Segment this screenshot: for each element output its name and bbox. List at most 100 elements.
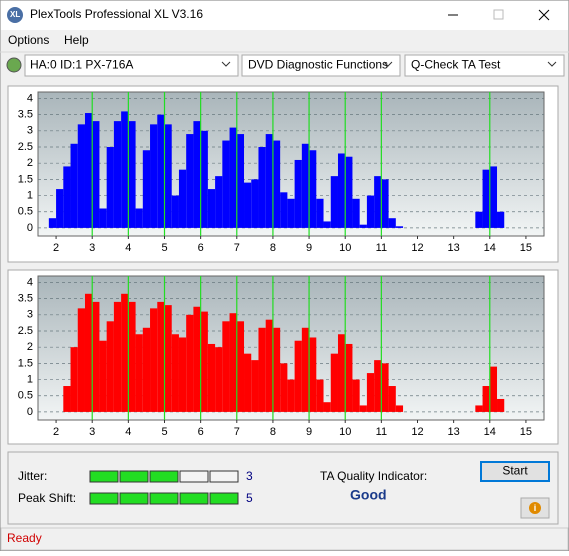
bar <box>366 195 375 228</box>
bar <box>215 347 223 412</box>
bar <box>229 127 237 228</box>
bar <box>352 198 360 228</box>
bar <box>77 308 85 412</box>
x-tick-label: 9 <box>306 426 312 438</box>
bar <box>337 334 346 412</box>
bar <box>345 343 353 412</box>
x-tick-label: 11 <box>376 242 387 254</box>
bar <box>113 301 122 412</box>
level-segment-filled <box>209 492 239 505</box>
bar <box>366 373 375 412</box>
bar <box>352 379 360 412</box>
bar <box>193 121 201 228</box>
test-text: Q-Check TA Test <box>411 58 501 72</box>
bar <box>200 130 208 228</box>
level-segment-filled <box>149 492 179 505</box>
bar <box>222 321 230 412</box>
bar <box>258 327 266 412</box>
bar <box>56 189 64 228</box>
bar <box>207 189 216 228</box>
x-tick-label: 11 <box>376 426 387 438</box>
x-tick-label: 12 <box>411 426 423 438</box>
bar <box>106 321 114 412</box>
bar <box>489 166 498 228</box>
bar <box>374 176 382 228</box>
x-tick-label: 15 <box>520 242 532 254</box>
info-icon <box>529 502 541 514</box>
drive-icon <box>6 57 22 73</box>
bar <box>92 301 100 412</box>
bar <box>106 147 114 228</box>
bar <box>222 140 230 228</box>
status-text: Ready <box>7 531 42 545</box>
y-tick-label: 2.5 <box>18 141 33 153</box>
function-dropdown[interactable] <box>241 54 401 77</box>
level-segment-filled <box>89 492 119 505</box>
menu-item[interactable]: Help <box>64 33 89 47</box>
x-tick-label: 5 <box>161 242 167 254</box>
bar <box>193 306 201 412</box>
bar <box>309 337 317 412</box>
bar <box>475 405 483 412</box>
x-tick-label: 10 <box>339 242 351 254</box>
menu-item[interactable]: Options <box>8 33 49 47</box>
window-title: PlexTools Professional XL V3.16 <box>30 7 203 21</box>
level-segment-filled <box>149 470 179 483</box>
bar <box>142 150 151 228</box>
dropdown-arrow <box>221 61 231 67</box>
maximize-button[interactable] <box>493 9 504 20</box>
bar <box>128 121 136 228</box>
bar <box>150 124 158 228</box>
close-button[interactable] <box>538 9 550 21</box>
x-tick-label: 13 <box>448 426 460 438</box>
bar <box>70 143 78 228</box>
y-tick-label: 4 <box>27 92 33 104</box>
start-label: Start <box>502 464 528 478</box>
y-tick-label: 1.5 <box>18 357 33 369</box>
bar <box>475 211 483 228</box>
bar <box>388 218 396 228</box>
x-tick-label: 9 <box>306 242 312 254</box>
bar <box>236 321 245 412</box>
level-segment-filled <box>119 492 149 505</box>
bar <box>84 113 93 228</box>
level-segment-empty <box>209 470 239 483</box>
drive-dropdown[interactable] <box>24 54 239 77</box>
bar <box>70 347 78 412</box>
y-tick-label: 0 <box>27 222 33 234</box>
x-tick-label: 8 <box>270 242 276 254</box>
x-tick-label: 5 <box>161 426 167 438</box>
bar <box>171 334 179 412</box>
start-button[interactable] <box>480 461 550 482</box>
bar <box>236 134 245 228</box>
bar <box>229 313 237 412</box>
y-tick-label: 3 <box>27 309 33 321</box>
test-dropdown[interactable] <box>404 54 565 77</box>
ta-value: Good <box>350 487 387 503</box>
level-segment-filled <box>89 470 119 483</box>
bar <box>258 147 266 228</box>
x-tick-label: 4 <box>125 426 131 438</box>
x-tick-label: 2 <box>53 426 59 438</box>
bar <box>92 121 100 228</box>
bar <box>359 405 367 412</box>
bar <box>323 402 331 412</box>
bar <box>330 353 338 412</box>
dropdown-arrow <box>547 61 557 67</box>
status-bar <box>0 527 569 551</box>
jitter-value: 3 <box>246 469 253 483</box>
y-tick-label: 2 <box>27 341 33 353</box>
y-tick-label: 0 <box>27 406 33 418</box>
info-icon-text: i <box>534 503 537 513</box>
title-bar <box>1 1 568 30</box>
bar <box>178 169 187 228</box>
bar <box>301 327 310 412</box>
bar <box>48 218 57 228</box>
bar <box>265 319 273 412</box>
bar <box>186 134 194 228</box>
y-tick-label: 0.5 <box>18 390 33 402</box>
function-text: DVD Diagnostic Functions <box>248 58 388 72</box>
bar <box>135 334 143 412</box>
bar <box>395 226 404 228</box>
bar <box>301 143 310 228</box>
